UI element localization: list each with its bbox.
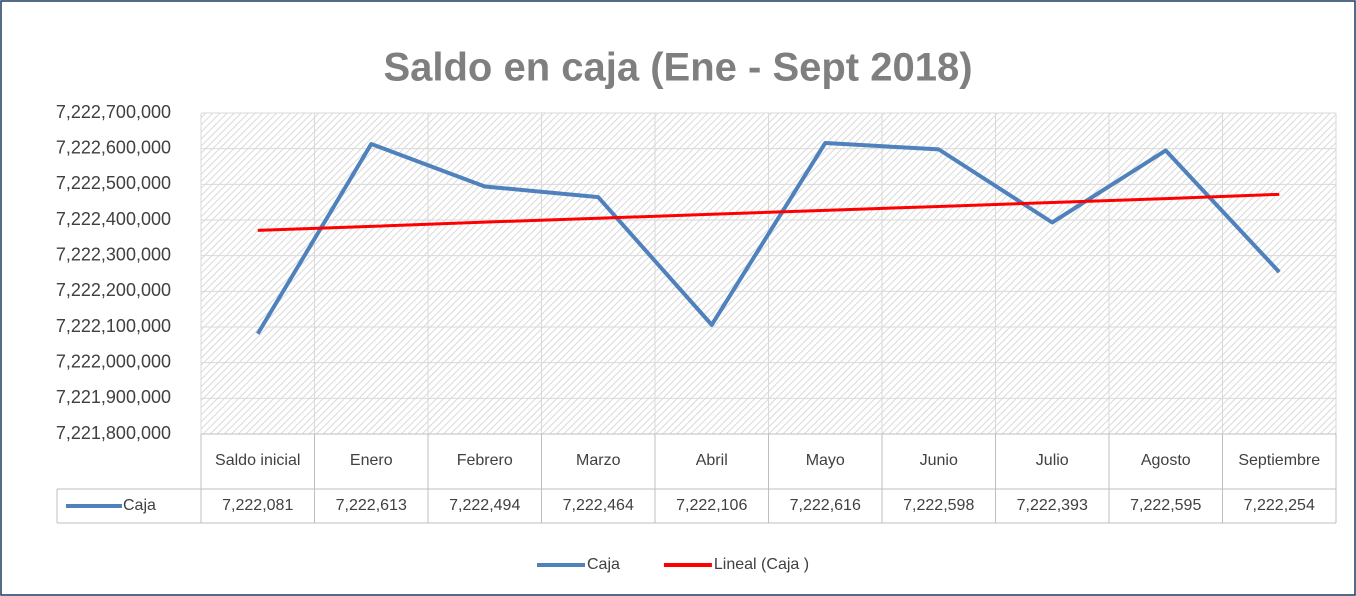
x-tick-label-box: Abril: [695, 452, 728, 470]
y-tick-label: 7,222,500,000: [56, 173, 171, 193]
table-value-box: 7,222,393: [1016, 496, 1088, 514]
table-value: 7,222,616: [789, 496, 861, 514]
table-value: 7,222,494: [449, 496, 521, 514]
series-line: [257, 192, 1280, 232]
table-value-box: 7,222,494: [449, 496, 521, 514]
table-series-name: Caja: [123, 497, 156, 514]
x-tick-label: Julio: [1035, 452, 1069, 470]
x-tick-label-box: Saldo inicial: [215, 452, 301, 470]
y-tick-label: 7,222,200,000: [56, 280, 171, 300]
x-tick-label: Enero: [349, 452, 393, 470]
x-tick-label: Septiembre: [1238, 452, 1321, 470]
x-tick-label: Marzo: [576, 452, 621, 470]
x-tick-label-box: Marzo: [576, 452, 621, 470]
table-value-box: 7,222,613: [335, 496, 407, 514]
table-value-box: 7,222,598: [903, 496, 975, 514]
series-line: [256, 140, 1281, 335]
legend-label: Lineal (Caja ): [714, 556, 809, 573]
table-value-box: 7,222,464: [562, 496, 634, 514]
y-tick-label: 7,222,700,000: [56, 102, 171, 122]
table-value-box: 7,222,254: [1243, 496, 1315, 514]
table-value: 7,222,393: [1016, 496, 1088, 514]
y-tick-label: 7,222,100,000: [56, 316, 171, 336]
x-tick-label-box: Agosto: [1140, 452, 1191, 470]
x-tick-label: Mayo: [805, 452, 845, 470]
x-tick-label: Agosto: [1140, 452, 1191, 470]
legend-label: Caja: [587, 556, 620, 573]
y-tick-label: 7,222,400,000: [56, 209, 171, 229]
y-tick-label: 7,222,000,000: [56, 351, 171, 371]
y-tick-label: 7,221,800,000: [56, 423, 171, 443]
x-tick-label-box: Junio: [919, 452, 958, 470]
x-tick-label: Junio: [919, 452, 958, 470]
table-value-box: 7,222,081: [222, 496, 294, 514]
x-tick-label: Abril: [695, 452, 728, 470]
x-tick-label: Febrero: [456, 452, 513, 470]
table-value-box: 7,222,616: [789, 496, 861, 514]
table-value: 7,222,598: [903, 496, 975, 514]
table-value: 7,222,613: [335, 496, 407, 514]
table-value: 7,222,106: [676, 496, 748, 514]
x-tick-label-box: Febrero: [456, 452, 513, 470]
table-value-box: 7,222,106: [676, 496, 748, 514]
chart-title: Saldo en caja (Ene - Sept 2018): [383, 46, 972, 90]
y-tick-label: 7,222,300,000: [56, 244, 171, 264]
table-value: 7,222,254: [1243, 496, 1315, 514]
y-tick-label: 7,222,600,000: [56, 137, 171, 157]
x-tick-label-box: Julio: [1035, 452, 1069, 470]
table-value: 7,222,081: [222, 496, 294, 514]
table-value: 7,222,595: [1130, 496, 1202, 514]
x-tick-label: Saldo inicial: [215, 452, 301, 470]
x-tick-label-box: Septiembre: [1238, 452, 1321, 470]
x-tick-label-box: Enero: [349, 452, 393, 470]
table-value: 7,222,464: [562, 496, 634, 514]
y-tick-label: 7,221,900,000: [56, 387, 171, 407]
table-value-box: 7,222,595: [1130, 496, 1202, 514]
x-tick-label-box: Mayo: [805, 452, 845, 470]
